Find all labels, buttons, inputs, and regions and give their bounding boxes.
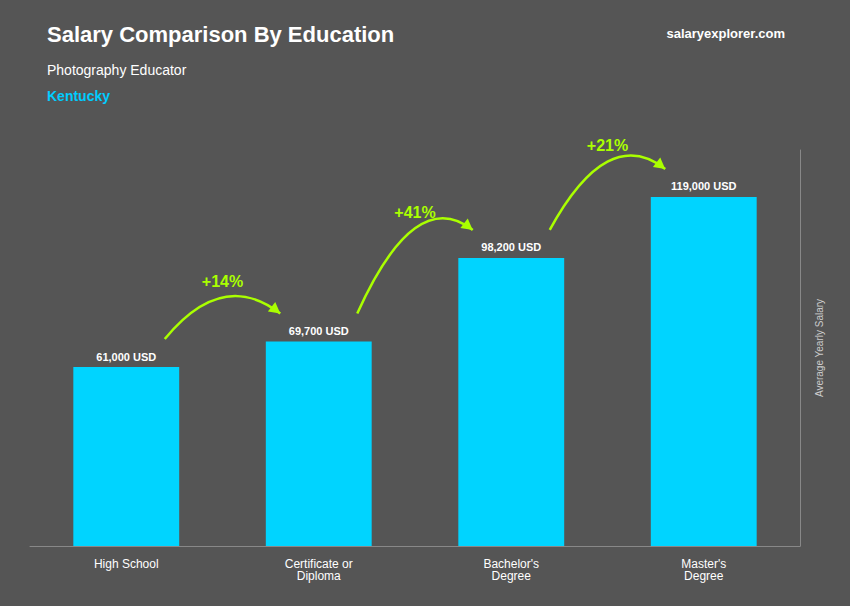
svg-text:+21%: +21% [587, 137, 628, 154]
svg-text:Photography Educator: Photography Educator [47, 62, 187, 78]
svg-text:119,000 USD: 119,000 USD [671, 180, 736, 192]
svg-text:Kentucky: Kentucky [47, 88, 110, 104]
svg-text:Salary Comparison By Education: Salary Comparison By Education [47, 22, 394, 47]
svg-text:98,200 USD: 98,200 USD [481, 241, 541, 253]
svg-text:Average Yearly Salary: Average Yearly Salary [814, 299, 825, 397]
svg-text:salaryexplorer.com: salaryexplorer.com [666, 26, 785, 41]
svg-text:Master's: Master's [681, 557, 727, 571]
svg-text:+41%: +41% [394, 204, 435, 221]
svg-text:Degree: Degree [684, 569, 724, 583]
svg-text:Degree: Degree [492, 569, 532, 583]
svg-text:61,000 USD: 61,000 USD [96, 351, 156, 363]
svg-text:69,700 USD: 69,700 USD [289, 325, 349, 337]
svg-text:+14%: +14% [202, 273, 243, 290]
svg-text:Certificate or: Certificate or [284, 557, 353, 571]
svg-text:Diploma: Diploma [297, 569, 341, 583]
svg-text:High School: High School [94, 557, 159, 571]
svg-text:Bachelor's: Bachelor's [483, 557, 540, 571]
